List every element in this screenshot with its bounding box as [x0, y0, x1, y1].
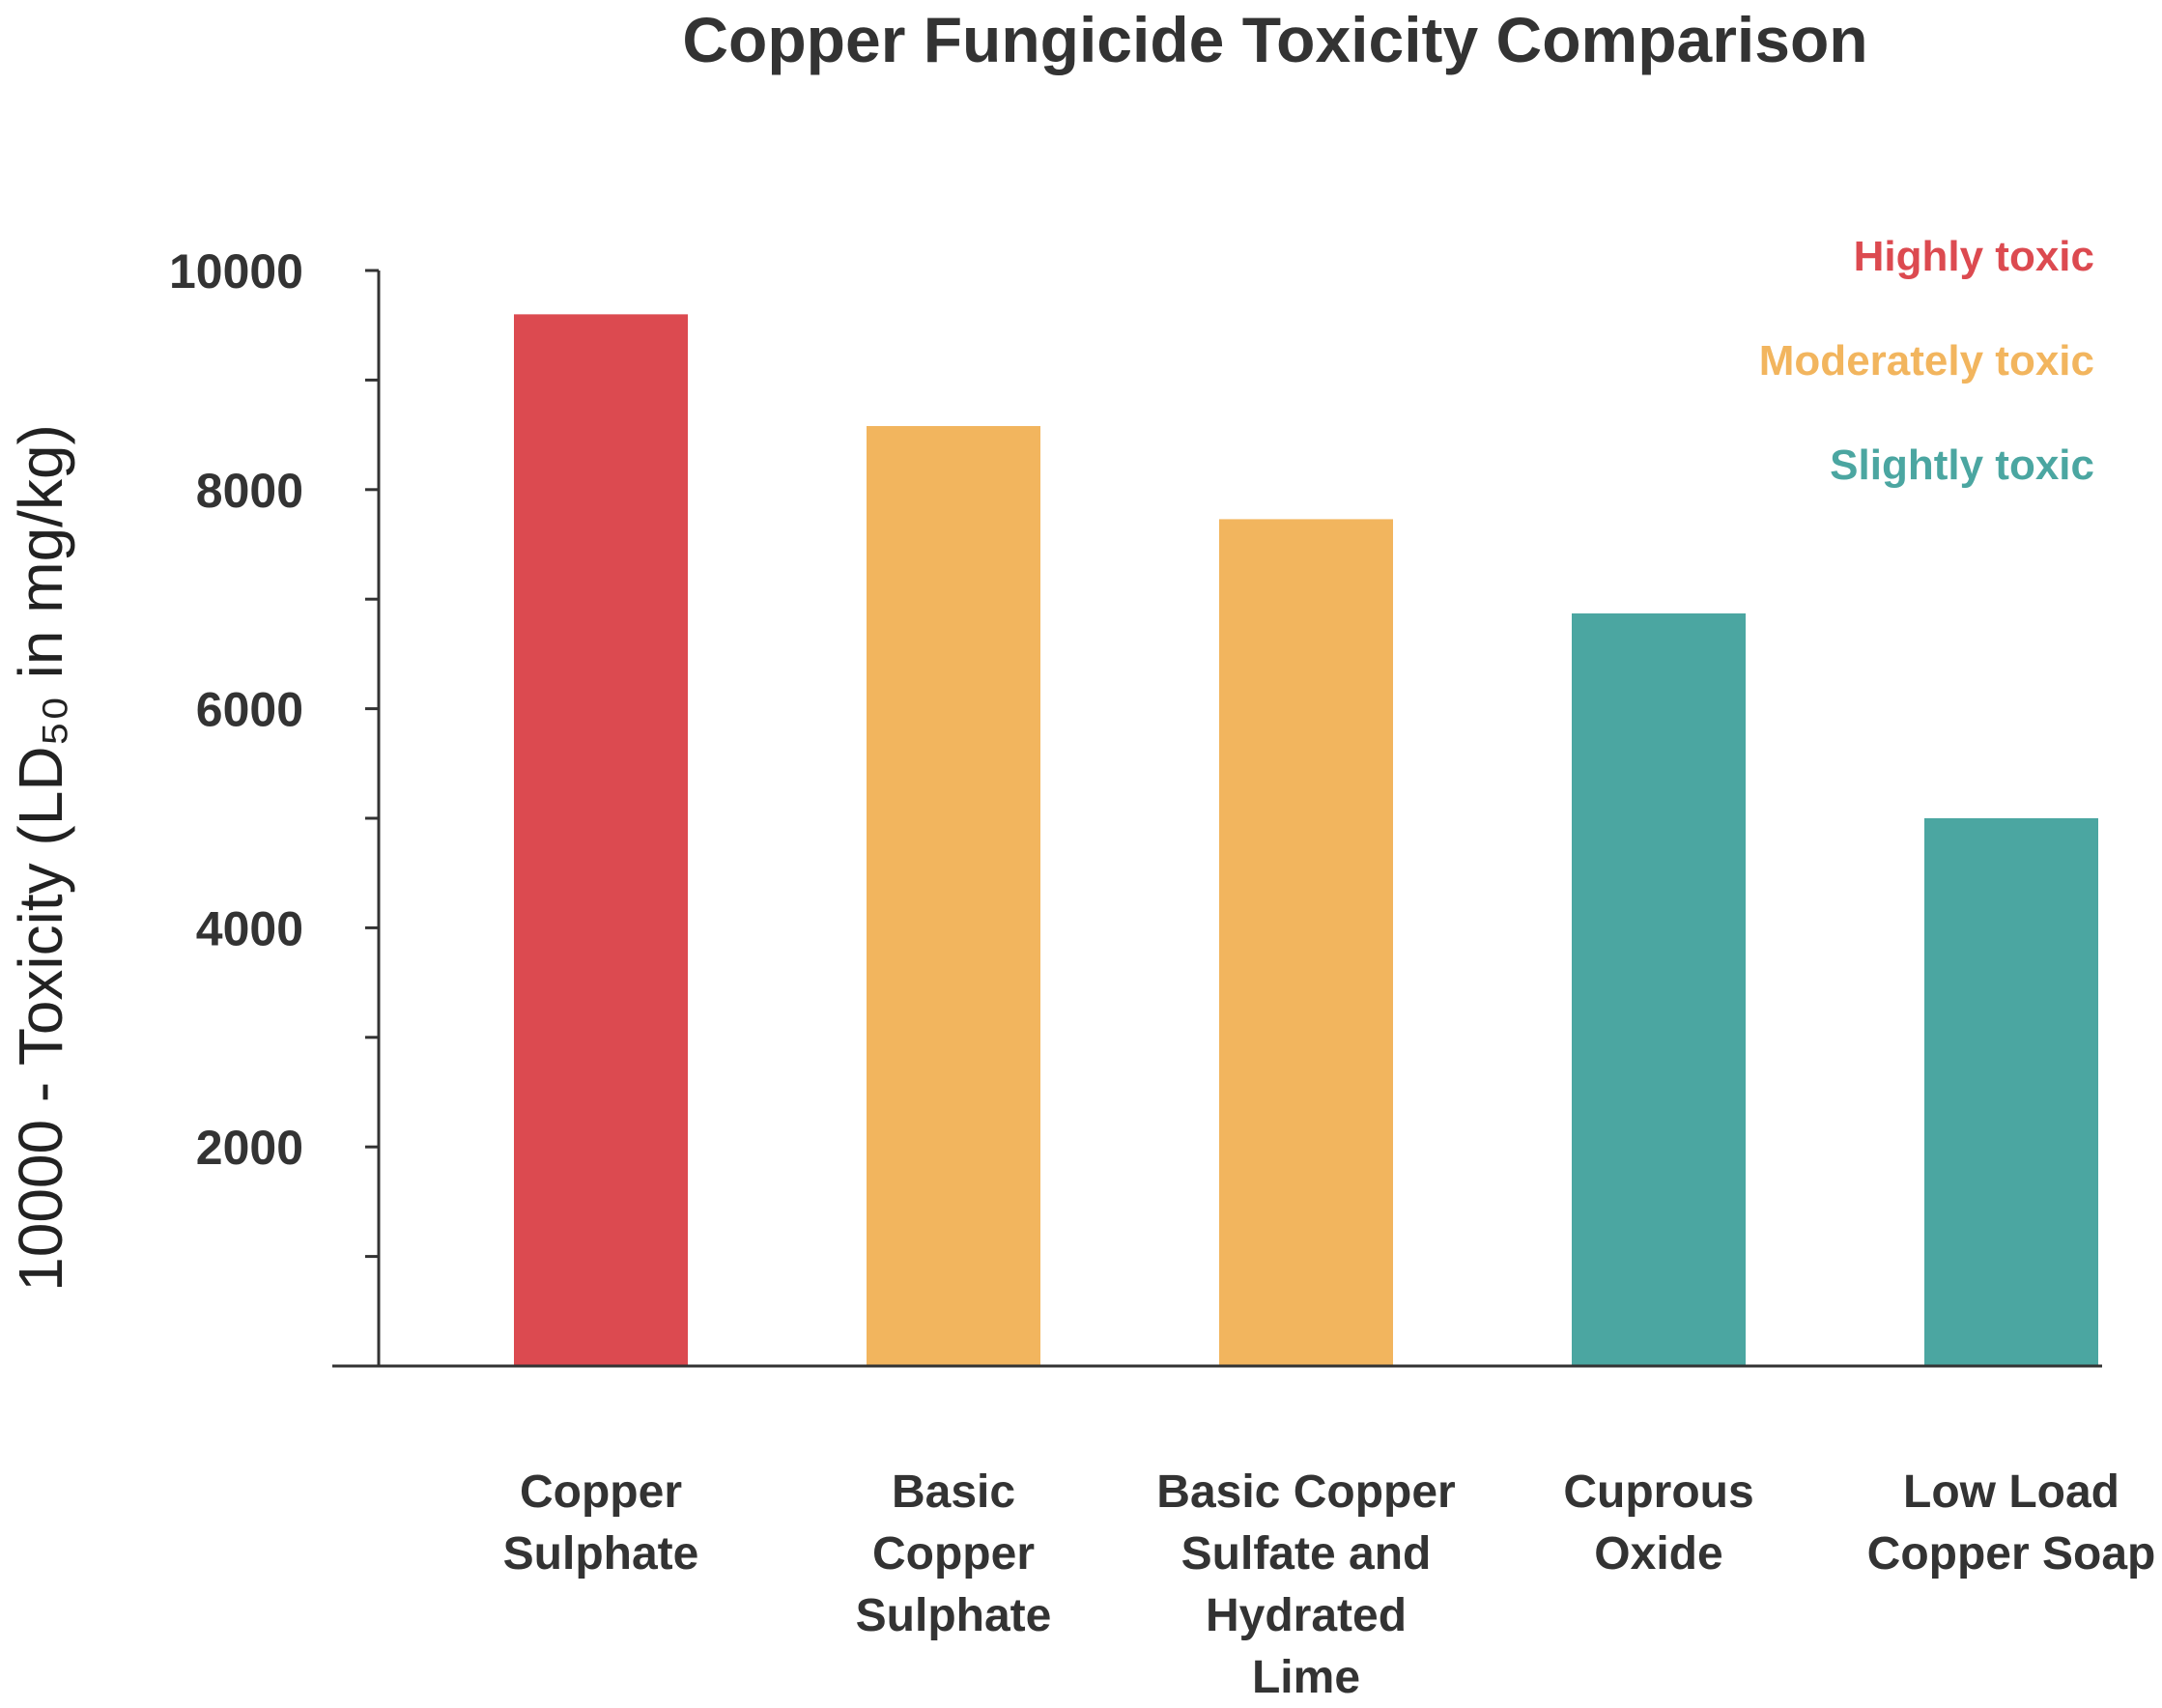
- bar: [867, 426, 1040, 1366]
- x-tick-label: Basic Copper Sulfate and Hydrated Lime: [1156, 1466, 1455, 1703]
- x-tick-label: Cuprous Oxide: [1563, 1466, 1753, 1580]
- x-tick-label: Basic Copper Sulphate: [856, 1466, 1052, 1641]
- legend-item: Moderately toxic: [1759, 337, 2094, 384]
- y-tick-label: 6000: [196, 683, 303, 737]
- x-tick-label: Copper Sulphate: [503, 1466, 699, 1580]
- y-axis: 2000 4000 6000 8000 10000: [169, 244, 381, 1366]
- legend-item: Slightly toxic: [1830, 441, 2094, 489]
- y-axis-label: 10000 - Toxicity (LD₅₀ in mg/kg): [6, 424, 75, 1292]
- bar: [1572, 612, 1746, 1366]
- chart-title: Copper Fungicide Toxicity Comparison: [682, 4, 1867, 75]
- bar: [1219, 519, 1393, 1366]
- y-tick-label: 10000: [169, 244, 303, 299]
- legend: Highly toxic Moderately toxic Slightly tox…: [1759, 233, 2094, 489]
- x-tick-label: Low Load Copper Soap: [1867, 1466, 2156, 1580]
- bar: [514, 314, 688, 1366]
- legend-item: Highly toxic: [1854, 233, 2094, 280]
- x-axis-labels: Copper Sulphate Basic Copper Sulphate Basic C…: [503, 1466, 2156, 1703]
- bars: [514, 314, 2098, 1366]
- y-tick-label: 8000: [196, 464, 303, 518]
- y-tick-label: 4000: [196, 901, 303, 955]
- y-tick-label: 2000: [196, 1121, 303, 1175]
- bar: [1924, 818, 2098, 1366]
